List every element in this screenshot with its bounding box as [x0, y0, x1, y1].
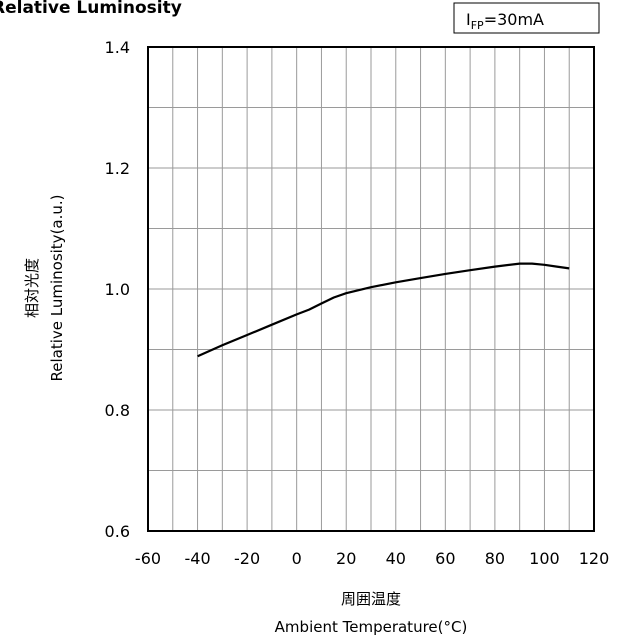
- chart-title: Relative Luminosity: [0, 0, 182, 18]
- series-line: [197, 262, 570, 358]
- y-tick-label: 0.8: [105, 401, 130, 420]
- condition-main: I: [466, 10, 471, 29]
- grid: [148, 47, 594, 531]
- x-tick-label: 0: [292, 549, 302, 568]
- condition-value: =30mA: [484, 10, 544, 29]
- x-tick-label: 40: [386, 549, 406, 568]
- ticks: -60 -40 -20 0 20 40 60 80 100 120 0.6 0.8 1.0 1.2 1.4: [105, 38, 610, 568]
- x-tick-label: -40: [184, 549, 210, 568]
- y-tick-label: 1.0: [105, 280, 130, 299]
- svg-text:IFP=30mA: IFP=30mA: [466, 10, 544, 32]
- y-tick-label: 0.6: [105, 522, 130, 541]
- condition-subscript: FP: [471, 19, 484, 32]
- x-axis-label: Ambient Temperature(°C): [275, 618, 468, 636]
- y-tick-label: 1.2: [105, 159, 130, 178]
- x-tick-label: 120: [579, 549, 610, 568]
- x-tick-label: -20: [234, 549, 260, 568]
- x-tick-label: 20: [336, 549, 356, 568]
- x-tick-label: 100: [529, 549, 560, 568]
- condition-box: IFP=30mA: [453, 2, 600, 34]
- x-axis-label-cn: 周囲温度: [341, 590, 401, 608]
- y-axis-label-cn: 相対光度: [23, 258, 41, 318]
- y-tick-label: 1.4: [105, 38, 130, 57]
- y-axis-label: Relative Luminosity(a.u.): [48, 194, 66, 381]
- series-layer: [197, 262, 570, 358]
- plot-frame: [147, 46, 595, 532]
- x-tick-label: 80: [485, 549, 505, 568]
- x-tick-label: -60: [135, 549, 161, 568]
- x-tick-label: 60: [435, 549, 455, 568]
